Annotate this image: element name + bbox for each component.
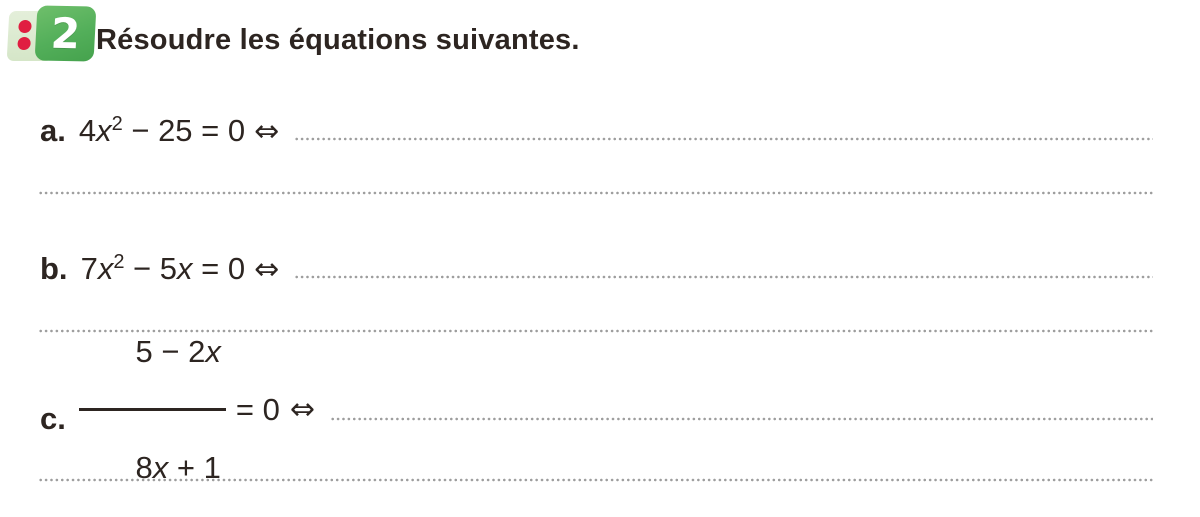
equation-tail: = 0: [192, 251, 246, 286]
answer-dotted-line-a[interactable]: [294, 137, 1153, 141]
exponent: 2: [113, 251, 125, 273]
exercise-row-c: c. 5 − 2x 8x + 1 = 0 ⇔: [40, 334, 1153, 485]
variable-x: x: [96, 113, 112, 148]
exercise-row-b: b. 7x2 − 5x = 0 ⇔: [40, 242, 1153, 290]
item-label-c: c.: [40, 401, 66, 436]
equation-tail: = 0: [235, 392, 280, 427]
variable-x: x: [177, 251, 193, 286]
denominator-text: 8: [135, 450, 153, 485]
fraction-numerator: 5 − 2x: [131, 334, 226, 369]
coefficient: 7: [80, 251, 98, 286]
equation-mid: − 5: [124, 251, 178, 286]
exercise-row-a: a. 4x2 − 25 = 0 ⇔: [40, 104, 1153, 152]
answer-dotted-line-c-continued[interactable]: [38, 478, 1153, 482]
equivalence-arrow-icon: ⇔: [254, 114, 280, 149]
equation-b: 7x2 − 5x = 0: [81, 242, 246, 289]
fraction: 5 − 2x 8x + 1: [78, 298, 226, 517]
item-label-b: b.: [40, 251, 68, 286]
variable-x: x: [152, 450, 169, 485]
answer-dotted-line-b[interactable]: [294, 275, 1153, 279]
badge-number-box: 2: [34, 5, 97, 62]
variable-x: x: [205, 334, 221, 369]
red-dot-icon: [17, 37, 31, 50]
equivalence-arrow-icon: ⇔: [254, 252, 280, 287]
answer-dotted-line-a-continued[interactable]: [38, 191, 1153, 195]
fraction-bar: [78, 408, 226, 411]
variable-x: x: [97, 251, 114, 286]
exercise-badge: 2: [6, 5, 98, 64]
denominator-tail: + 1: [168, 450, 221, 485]
equivalence-arrow-icon: ⇔: [289, 392, 315, 427]
item-label-a: a.: [40, 113, 66, 148]
exercise-number: 2: [49, 8, 82, 58]
exponent: 2: [111, 113, 123, 135]
red-dot-icon: [18, 20, 32, 33]
equation-a: 4x2 − 25 = 0: [79, 104, 245, 151]
exercise-title: Résoudre les équations suivantes.: [96, 24, 580, 56]
fraction-denominator: 8x + 1: [131, 450, 226, 485]
answer-dotted-line-b-continued[interactable]: [38, 329, 1153, 333]
coefficient: 4: [78, 113, 97, 148]
answer-dotted-line-c[interactable]: [329, 417, 1153, 421]
equation-tail: − 25 = 0: [122, 113, 246, 148]
numerator-text: 5 − 2: [135, 334, 206, 369]
